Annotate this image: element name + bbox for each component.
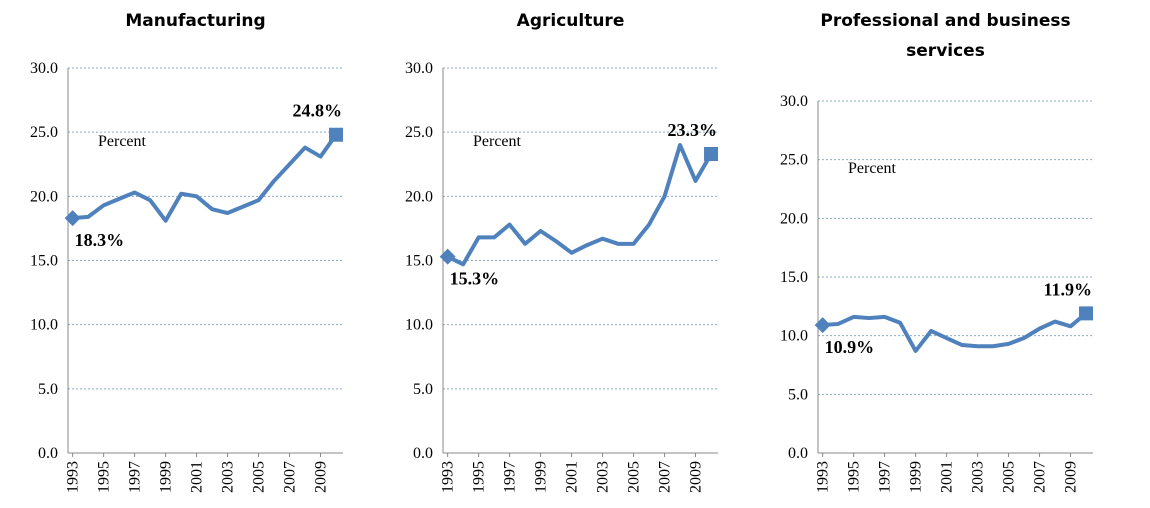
y-tick-label: 30.0 (780, 93, 808, 110)
title-line: Professional and business (820, 11, 1070, 31)
x-tick-label: 1993 (65, 461, 82, 493)
chart-title: Professional and business services (820, 11, 1070, 61)
data-line (822, 311, 1088, 353)
x-tick-label: 1999 (908, 461, 925, 493)
x-tick-label: 2009 (1063, 461, 1080, 493)
x-tick-label: 2009 (688, 461, 705, 493)
y-tick-label: 25.0 (405, 124, 433, 141)
x-tick-label: 2007 (1032, 461, 1049, 493)
y-tick-label: 25.0 (780, 152, 808, 169)
x-tick-label: 1995 (96, 461, 113, 493)
x-tick-label: 2005 (251, 461, 268, 493)
end-marker (704, 146, 719, 161)
end-marker (329, 127, 344, 142)
data-label: 18.3% (75, 230, 125, 250)
y-tick-label: 20.0 (30, 188, 58, 205)
y-tick-label: 10.0 (405, 317, 433, 334)
x-tick-label: 2001 (939, 461, 956, 493)
x-tick-label: 2003 (970, 461, 987, 493)
y-tick-label: 0.0 (413, 445, 433, 462)
data-line (446, 143, 713, 267)
y-tick-label: 25.0 (30, 124, 58, 141)
x-tick-label: 2005 (1001, 461, 1018, 493)
chart-title: Manufacturing (125, 11, 265, 31)
x-tick-label: 2001 (189, 461, 206, 493)
y-tick-label: 20.0 (405, 188, 433, 205)
annotation: Percent (473, 133, 522, 150)
data-label: 10.9% (825, 337, 875, 357)
y-tick-label: 10.0 (30, 317, 58, 334)
end-marker (1079, 306, 1094, 321)
start-marker (64, 210, 81, 227)
title-line: services (906, 41, 985, 61)
data-label: 11.9% (1044, 279, 1093, 299)
x-tick-label: 1997 (127, 461, 144, 493)
annotation: Percent (848, 160, 897, 177)
y-tick-label: 15.0 (405, 253, 433, 270)
x-tick-label: 2001 (564, 461, 581, 493)
x-tick-label: 1995 (471, 461, 488, 493)
x-tick-label: 1997 (502, 461, 519, 493)
x-tick-label: 1993 (440, 461, 457, 493)
y-tick-label: 5.0 (413, 381, 433, 398)
x-tick-label: 1999 (158, 461, 175, 493)
x-tick-label: 2007 (282, 461, 299, 493)
x-tick-label: 2007 (657, 461, 674, 493)
y-tick-label: 15.0 (780, 269, 808, 286)
y-tick-label: 5.0 (788, 386, 808, 403)
x-tick-label: 2009 (313, 461, 330, 493)
data-line (72, 133, 338, 223)
y-tick-label: 20.0 (780, 210, 808, 227)
data-label: 23.3% (668, 120, 718, 140)
start-marker (814, 317, 831, 334)
chart-title: Agriculture (517, 11, 625, 31)
y-tick-label: 15.0 (30, 253, 58, 270)
data-label: 15.3% (450, 269, 500, 289)
x-tick-label: 2005 (626, 461, 643, 493)
y-tick-label: 5.0 (38, 381, 58, 398)
x-tick-label: 1999 (533, 461, 550, 493)
start-marker (439, 248, 456, 265)
x-tick-label: 1995 (846, 461, 863, 493)
y-tick-label: 30.0 (30, 60, 58, 77)
data-label: 24.8% (293, 101, 343, 121)
y-tick-label: 10.0 (780, 328, 808, 345)
x-tick-label: 1997 (877, 461, 894, 493)
y-tick-label: 0.0 (38, 445, 58, 462)
y-tick-label: 30.0 (405, 60, 433, 77)
x-tick-label: 2003 (595, 461, 612, 493)
y-tick-label: 0.0 (788, 445, 808, 462)
annotation: Percent (98, 133, 147, 150)
x-tick-label: 2003 (220, 461, 237, 493)
x-tick-label: 1993 (815, 461, 832, 493)
